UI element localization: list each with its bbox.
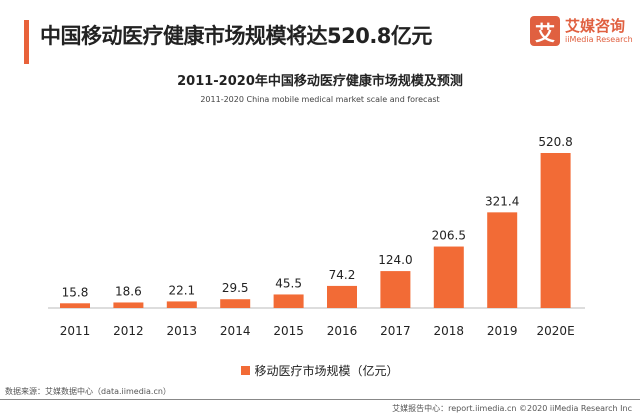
logo-en: iiMedia Research — [565, 34, 633, 44]
value-label: 22.1 — [168, 283, 195, 297]
logo-cn: 艾媒咨询 — [565, 16, 626, 35]
footer-copyright: 艾媒报告中心：report.iimedia.cn ©2020 iiMedia R… — [392, 404, 632, 413]
value-label: 124.0 — [378, 253, 412, 267]
bar — [273, 294, 304, 308]
chart-title: 2011-2020年中国移动医疗健康市场规模及预测 — [177, 74, 463, 89]
bar — [327, 285, 357, 308]
x-tick-label: 2012 — [113, 324, 144, 338]
logo: 艾 艾媒咨询 iiMedia Research — [530, 16, 633, 46]
bar — [113, 302, 144, 308]
chart-subtitle: 2011-2020 China mobile medical market sc… — [200, 95, 440, 104]
value-label: 45.5 — [275, 276, 302, 290]
value-label: 321.4 — [485, 194, 519, 208]
value-label: 206.5 — [432, 229, 466, 243]
title-accent-bar — [24, 20, 29, 64]
bar — [540, 153, 571, 308]
value-label: 15.8 — [62, 285, 89, 299]
bar — [220, 299, 251, 308]
bar — [60, 303, 90, 308]
x-tick-label: 2016 — [327, 324, 358, 338]
page-title: 中国移动医疗健康市场规模将达520.8亿元 — [40, 24, 432, 48]
footer-divider — [0, 399, 640, 400]
bar — [487, 212, 518, 308]
value-label: 74.2 — [329, 268, 356, 282]
legend-label: 移动医疗市场规模（亿元） — [254, 364, 399, 378]
x-tick-label: 2017 — [380, 324, 411, 338]
value-label: 520.8 — [538, 135, 572, 149]
x-tick-label: 2013 — [167, 324, 198, 338]
x-tick-label: 2015 — [273, 324, 304, 338]
x-tick-label: 2020E — [537, 324, 575, 338]
bar — [166, 301, 197, 308]
x-tick-label: 2014 — [220, 324, 251, 338]
value-label: 18.6 — [115, 284, 142, 298]
data-source: 数据来源：艾媒数据中心（data.iimedia.cn） — [5, 387, 171, 396]
legend-swatch — [241, 366, 251, 375]
bar — [380, 271, 411, 308]
legend: 移动医疗市场规模（亿元） — [0, 362, 640, 379]
x-tick-label: 2018 — [434, 324, 465, 338]
x-tick-label: 2019 — [487, 324, 518, 338]
value-label: 29.5 — [222, 281, 249, 295]
bar — [433, 246, 464, 308]
x-tick-label: 2011 — [60, 324, 91, 338]
logo-mark: 艾 — [530, 16, 560, 46]
